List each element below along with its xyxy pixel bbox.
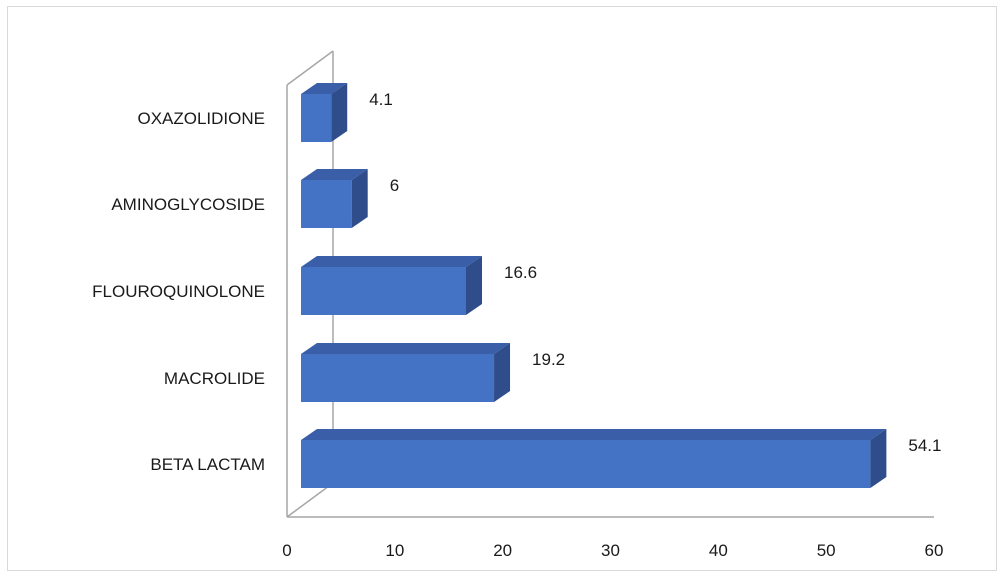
category-label: BETA LACTAM	[150, 455, 265, 474]
category-label: MACROLIDE	[164, 369, 265, 388]
bar-data-label: 19.2	[532, 350, 565, 369]
bar-side-face	[494, 343, 511, 402]
bar-top-face	[301, 429, 887, 440]
x-tick-label: 30	[601, 541, 620, 560]
bar-data-label: 4.1	[369, 90, 393, 109]
bar	[301, 429, 887, 488]
bar	[301, 83, 348, 142]
bar-data-label: 6	[390, 176, 399, 195]
bars	[301, 83, 887, 488]
category-label: OXAZOLIDIONE	[137, 109, 265, 128]
axis-top-depth-line	[286, 50, 334, 86]
labels: 0 10 20 30 40 50 60 54.1 BETA LACTAM 19.2 MACROLID…	[92, 90, 943, 560]
x-tick-label: 20	[493, 541, 512, 560]
bar-top-face	[301, 83, 348, 94]
bar-front-face	[301, 354, 495, 402]
x-tick-label: 60	[925, 541, 944, 560]
bar-front-face	[301, 267, 467, 315]
bar	[301, 169, 368, 228]
bar-top-face	[301, 169, 368, 180]
bar-side-face	[466, 256, 483, 315]
x-tick-label: 40	[709, 541, 728, 560]
x-tick-label: 50	[817, 541, 836, 560]
bar-data-label: 16.6	[504, 263, 537, 282]
x-tick-label: 0	[282, 541, 291, 560]
bar-side-face	[870, 429, 887, 488]
bar-top-face	[301, 256, 483, 267]
bar-front-face	[301, 440, 871, 488]
bar-front-face	[301, 94, 332, 142]
bar-side-face	[331, 83, 348, 142]
bar	[301, 256, 483, 315]
x-tick-label: 10	[385, 541, 404, 560]
bar-data-label: 54.1	[908, 436, 941, 455]
bar-top-face	[301, 343, 511, 354]
bar-front-face	[301, 180, 352, 228]
category-label: AMINOGLYCOSIDE	[111, 195, 265, 214]
category-label: FLOUROQUINOLONE	[92, 282, 265, 301]
bar	[301, 343, 511, 402]
bar-side-face	[351, 169, 368, 228]
axis-floor-depth-line	[286, 482, 334, 518]
